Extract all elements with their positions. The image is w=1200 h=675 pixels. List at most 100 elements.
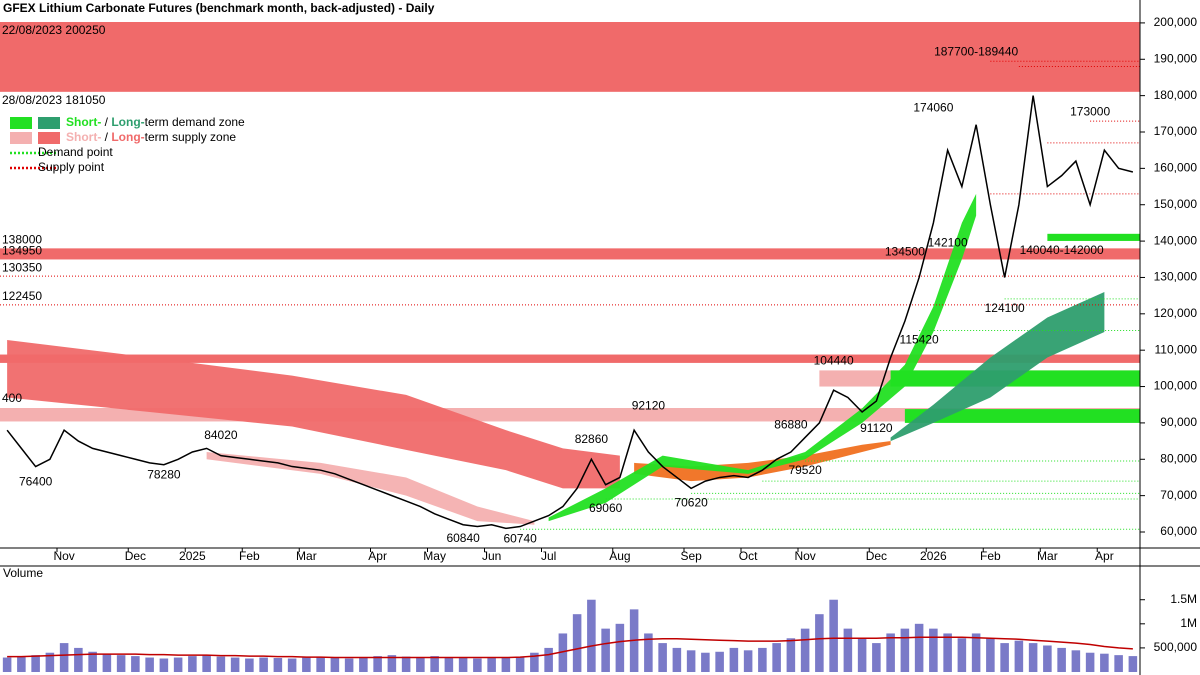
legend-text: Demand point <box>38 145 113 159</box>
volume-bar <box>188 656 197 672</box>
volume-bar <box>45 652 55 672</box>
volume-bar <box>1057 647 1066 672</box>
volume-bar <box>473 658 482 672</box>
volume-bar <box>501 657 511 672</box>
volume-bar <box>330 657 340 672</box>
volume-tick-label: 1M <box>1180 616 1197 630</box>
volume-ma <box>7 636 1133 659</box>
price-annotation: 173000 <box>1070 104 1110 118</box>
zone <box>904 409 1140 423</box>
price-annotation: 76400 <box>19 475 53 489</box>
price-annotation: 104440 <box>814 354 854 368</box>
price-annotation: 60840 <box>446 531 480 545</box>
volume-bar <box>88 651 97 672</box>
band <box>634 441 891 482</box>
level-label: 130350 <box>2 260 42 274</box>
price-annotation: 82860 <box>575 432 609 446</box>
y-tick-label: 60,000 <box>1160 524 1197 538</box>
volume-bar <box>601 628 610 672</box>
volume-bar <box>929 628 938 672</box>
x-tick-label: Jul <box>541 549 556 563</box>
legend-part: term demand zone <box>145 115 245 129</box>
zone <box>1047 233 1140 241</box>
price-annotation: 60740 <box>503 531 537 545</box>
price-annotation: 140040-142000 <box>1020 243 1104 257</box>
volume-bar <box>173 657 183 672</box>
y-tick-label: 120,000 <box>1154 306 1198 320</box>
volume-bar <box>1128 656 1138 672</box>
x-tick-label: Dec <box>866 549 887 563</box>
volume-bar <box>872 643 881 672</box>
price-annotation: 86880 <box>774 417 808 431</box>
x-tick-label: Oct <box>739 549 758 563</box>
y-tick-label: 130,000 <box>1154 270 1198 284</box>
x-tick-label: Mar <box>296 549 317 563</box>
price-annotation: 142100 <box>928 236 968 250</box>
x-tick-label: 2025 <box>179 549 206 563</box>
volume-bar <box>273 658 283 672</box>
y-tick-label: 140,000 <box>1154 233 1198 247</box>
volume-bar <box>843 628 853 672</box>
volume-bar <box>729 647 739 672</box>
volume-tick-label: 500,000 <box>1154 640 1198 654</box>
volume-bar <box>743 650 753 672</box>
price-annotation: 134500 <box>885 244 925 258</box>
zone <box>0 248 1140 260</box>
x-tick-label: Sep <box>680 549 702 563</box>
volume-bar <box>758 647 767 672</box>
legend-part: / <box>101 130 111 144</box>
zone <box>0 22 1140 92</box>
price-annotation: 70620 <box>674 496 708 510</box>
level-label: 138000 <box>2 233 42 247</box>
volume-bar <box>1114 655 1123 672</box>
legend-swatch <box>38 132 60 144</box>
volume-bar <box>644 633 653 672</box>
y-tick-label: 160,000 <box>1154 161 1198 175</box>
volume-bar <box>1085 652 1095 672</box>
volume-bar <box>1071 650 1081 672</box>
y-tick-label: 190,000 <box>1154 51 1198 65</box>
x-tick-label: May <box>423 549 446 563</box>
legend-part: Short- <box>66 130 101 144</box>
volume-bar <box>957 638 967 672</box>
volume-bar <box>1043 645 1052 672</box>
y-tick-label: 180,000 <box>1154 88 1198 102</box>
volume-bar <box>102 653 112 672</box>
y-tick-label: 100,000 <box>1154 379 1198 393</box>
price-line <box>6 95 1134 530</box>
volume-bar <box>857 638 867 672</box>
volume-bar <box>458 657 468 672</box>
volume-bar <box>900 628 910 672</box>
volume-bar <box>815 614 824 672</box>
volume-bar <box>245 658 254 672</box>
volume-bar <box>74 647 83 672</box>
price-annotation: 187700-189440 <box>934 44 1018 58</box>
legend-part: Supply point <box>38 160 105 174</box>
volume-bar <box>359 657 368 672</box>
y-tick-label: 170,000 <box>1154 124 1198 138</box>
volume-bar <box>202 655 211 672</box>
price-annotation: 84020 <box>204 428 238 442</box>
volume-bar <box>530 652 539 672</box>
price-annotation: 78280 <box>147 468 181 482</box>
volume-bar <box>1100 653 1109 672</box>
volume-bar <box>786 638 796 672</box>
volume-title: Volume <box>3 566 43 580</box>
price-annotation: 115420 <box>900 333 939 347</box>
x-tick-label: Mar <box>1037 549 1058 563</box>
volume-bar <box>131 656 140 672</box>
volume-bar <box>971 633 981 672</box>
volume-bar <box>2 657 12 672</box>
y-tick-label: 70,000 <box>1160 488 1197 502</box>
volume-bar <box>772 643 781 672</box>
legend-text: Supply point <box>38 160 105 174</box>
volume-bar <box>701 652 710 672</box>
volume-bar <box>145 657 154 672</box>
chart-title: GFEX Lithium Carbonate Futures (benchmar… <box>3 1 435 15</box>
volume-bar <box>230 657 240 672</box>
y-tick-label: 80,000 <box>1160 451 1197 465</box>
x-tick-label: Apr <box>368 549 387 563</box>
legend-swatch <box>10 132 32 144</box>
volume-bar <box>1000 643 1009 672</box>
